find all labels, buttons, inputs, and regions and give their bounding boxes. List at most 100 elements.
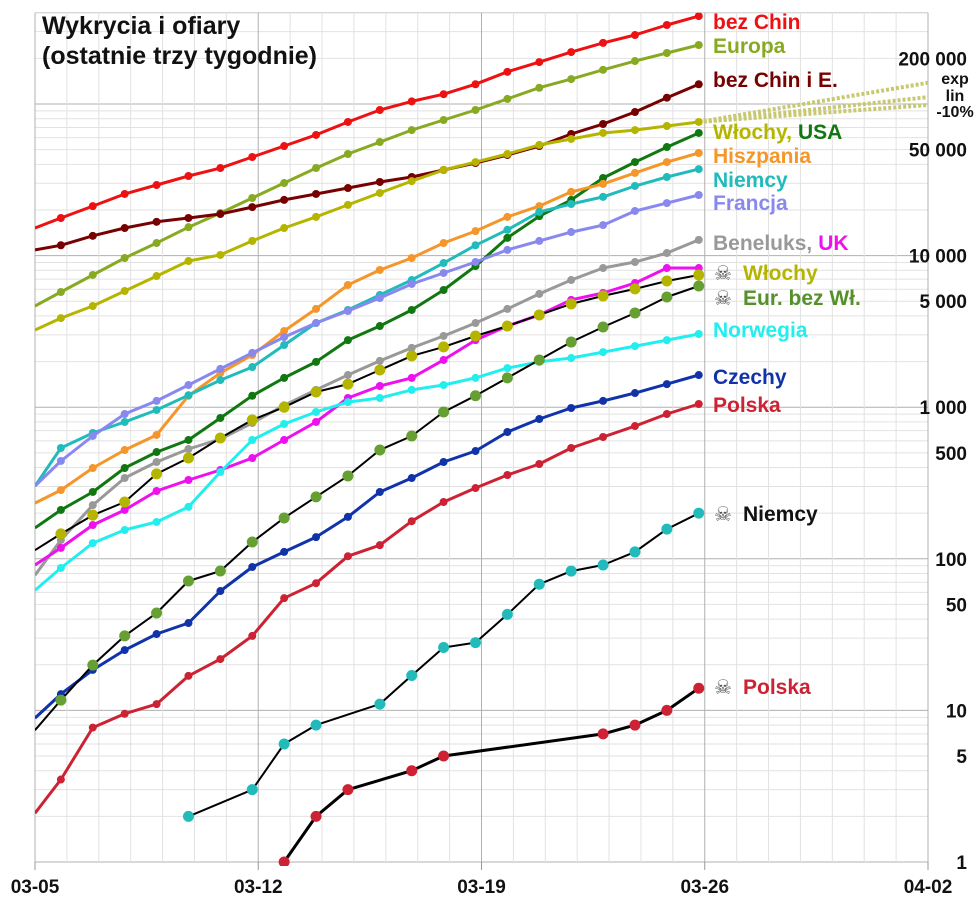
data-point bbox=[312, 417, 321, 426]
data-point bbox=[310, 719, 322, 731]
series-line bbox=[35, 43, 700, 308]
data-point bbox=[88, 521, 97, 530]
data-point bbox=[120, 446, 129, 455]
label-bez-chin: bez Chin bbox=[713, 11, 801, 34]
data-point bbox=[55, 528, 67, 540]
data-point bbox=[119, 496, 131, 508]
data-point bbox=[630, 31, 639, 40]
data-point bbox=[630, 342, 639, 351]
label-usa: USA bbox=[798, 121, 842, 144]
data-point bbox=[120, 287, 129, 296]
data-point bbox=[599, 432, 608, 441]
data-point bbox=[120, 254, 129, 263]
data-point bbox=[439, 497, 448, 506]
data-point bbox=[471, 373, 480, 382]
data-point bbox=[184, 444, 193, 453]
data-point bbox=[630, 181, 639, 190]
data-point bbox=[182, 575, 194, 587]
data-point bbox=[693, 507, 705, 519]
data-point bbox=[599, 128, 608, 137]
data-point bbox=[280, 419, 289, 428]
data-point bbox=[439, 90, 448, 99]
data-point bbox=[599, 221, 608, 230]
data-point bbox=[694, 371, 703, 380]
data-point bbox=[56, 563, 65, 572]
data-point bbox=[248, 631, 257, 640]
data-point bbox=[662, 199, 671, 208]
data-point bbox=[375, 322, 384, 331]
skull-icon: ☠ bbox=[714, 502, 732, 526]
data-point bbox=[662, 121, 671, 130]
data-point bbox=[342, 378, 354, 390]
data-point bbox=[152, 181, 161, 190]
data-point bbox=[597, 321, 609, 333]
x-tick-label: 03-26 bbox=[680, 877, 729, 898]
data-point bbox=[439, 286, 448, 295]
data-point bbox=[662, 20, 671, 29]
data-point bbox=[312, 407, 321, 416]
data-point bbox=[151, 468, 163, 480]
data-point bbox=[406, 669, 418, 681]
data-point bbox=[503, 149, 512, 158]
data-point bbox=[342, 784, 354, 796]
data-point bbox=[280, 547, 289, 556]
data-point bbox=[439, 116, 448, 125]
data-point bbox=[184, 172, 193, 181]
data-point bbox=[567, 48, 576, 57]
data-point bbox=[599, 120, 608, 129]
data-point bbox=[312, 319, 321, 328]
data-point bbox=[152, 405, 161, 414]
data-point bbox=[661, 704, 673, 716]
data-point bbox=[599, 179, 608, 188]
data-point bbox=[630, 108, 639, 117]
data-point bbox=[661, 523, 673, 535]
data-point bbox=[693, 280, 705, 292]
data-point bbox=[407, 373, 416, 382]
skull-icon: ☠ bbox=[714, 675, 732, 699]
data-point bbox=[312, 189, 321, 198]
data-point bbox=[152, 700, 161, 709]
data-point bbox=[471, 241, 480, 250]
data-point bbox=[407, 279, 416, 288]
data-point bbox=[630, 57, 639, 66]
data-point bbox=[599, 192, 608, 201]
data-point bbox=[312, 130, 321, 139]
data-point bbox=[599, 348, 608, 357]
data-point bbox=[280, 142, 289, 151]
data-point bbox=[694, 149, 703, 158]
label-polska: Polska bbox=[713, 394, 781, 417]
y-tick-label: 10 bbox=[946, 701, 967, 722]
label-uk: UK bbox=[818, 232, 848, 255]
data-point bbox=[503, 225, 512, 234]
series-16 bbox=[278, 682, 705, 866]
data-point bbox=[535, 207, 544, 216]
data-point bbox=[439, 268, 448, 277]
data-point bbox=[693, 269, 705, 281]
series-line bbox=[35, 373, 700, 720]
data-point bbox=[280, 435, 289, 444]
data-point bbox=[471, 447, 480, 456]
data-point bbox=[599, 396, 608, 405]
label-beneluks-uk: Beneluks, UK bbox=[713, 232, 849, 255]
data-point bbox=[120, 474, 129, 483]
data-point bbox=[343, 336, 352, 345]
label-niemcy: Niemcy bbox=[713, 169, 788, 192]
data-point bbox=[280, 224, 289, 233]
label-deaths-polska: Polska bbox=[743, 676, 811, 699]
legend: bez Chin Europa bez Chin i E. Włochy, USA… bbox=[713, 11, 974, 699]
label-hiszpania: Hiszpania bbox=[713, 145, 811, 168]
label-beneluks: Beneluks bbox=[713, 232, 806, 255]
x-tick-label: 04-02 bbox=[904, 877, 953, 898]
data-point bbox=[630, 126, 639, 135]
data-point bbox=[56, 314, 65, 323]
projection-line-lin bbox=[698, 95, 929, 124]
data-point bbox=[630, 389, 639, 398]
data-point bbox=[599, 38, 608, 47]
data-point bbox=[503, 94, 512, 103]
data-point bbox=[248, 562, 257, 571]
data-point bbox=[471, 484, 480, 493]
data-point bbox=[214, 565, 226, 577]
series-line bbox=[35, 332, 700, 592]
data-point bbox=[535, 83, 544, 92]
data-point bbox=[343, 184, 352, 193]
